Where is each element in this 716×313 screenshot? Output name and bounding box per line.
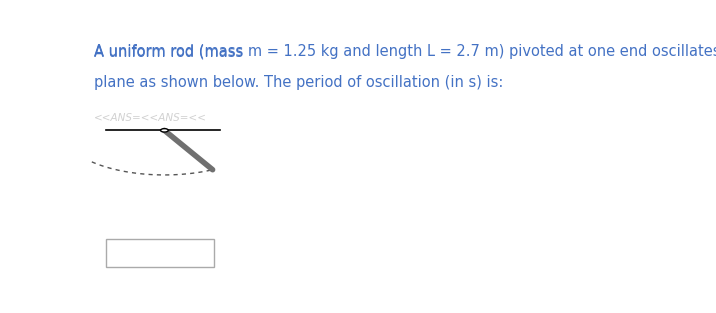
Text: A uniform rod (mass m = 1.25 kg and length L = 2.7 m) pivoted at one end oscilla: A uniform rod (mass m = 1.25 kg and leng…	[94, 44, 716, 59]
Text: plane as shown below. The period of oscillation (in s) is:: plane as shown below. The period of osci…	[94, 75, 503, 90]
Text: A uniform rod (mass: A uniform rod (mass	[94, 45, 248, 60]
Text: <<ANS=<<ANS=<<: <<ANS=<<ANS=<<	[94, 113, 207, 123]
Circle shape	[160, 129, 168, 132]
Bar	[106, 239, 214, 267]
